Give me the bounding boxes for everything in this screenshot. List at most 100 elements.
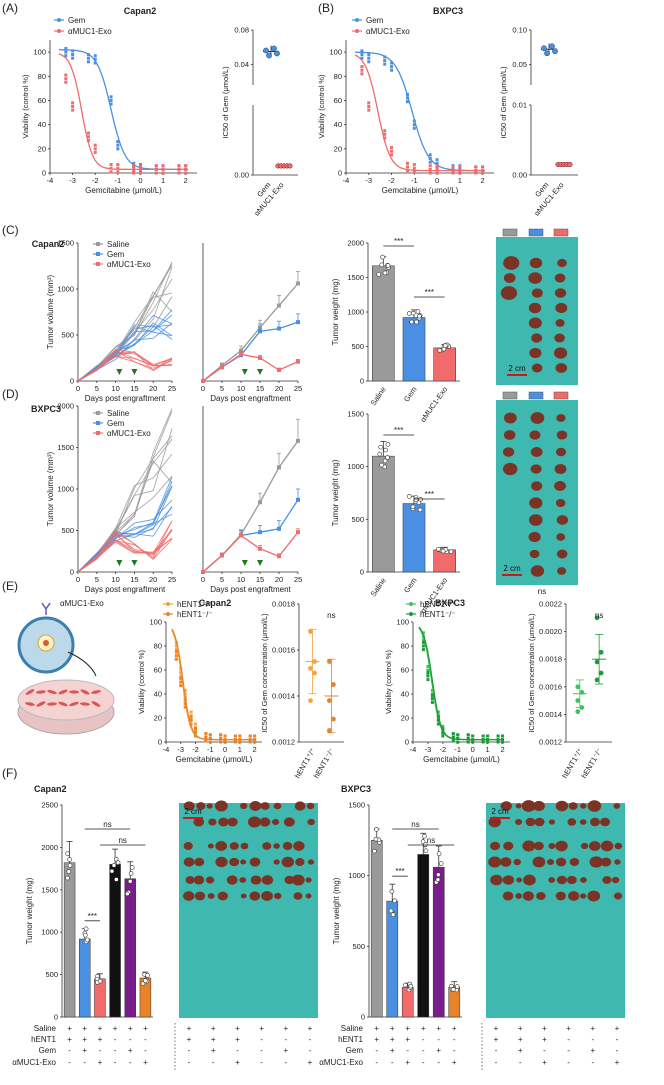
- treatment-mark: +: [518, 1035, 523, 1044]
- tumor-specimen: [536, 891, 546, 901]
- tumor-specimen: [528, 302, 542, 314]
- tumor-specimen: [249, 857, 261, 867]
- x-tick-label: -4: [163, 745, 170, 754]
- data-point: [405, 161, 409, 165]
- cancer-cell: [36, 701, 46, 707]
- tumor-specimen: [515, 893, 523, 899]
- ic50-point: [331, 716, 336, 722]
- data-point: [412, 163, 416, 167]
- data-point: [430, 700, 434, 704]
- y-tick-label: 1500: [57, 239, 74, 248]
- y-axis-label: IC50 of Gem (μmol/L): [221, 66, 230, 139]
- treatment-mark: -: [422, 1035, 425, 1044]
- treatment-mark: +: [308, 1024, 313, 1033]
- mean-line-αMUC1-Exo: [202, 531, 299, 573]
- x-tick-label: 5: [95, 575, 99, 584]
- x-axis-label: Days post engraftment: [210, 585, 291, 594]
- data-point: [204, 732, 208, 736]
- tumor-specimen: [557, 258, 567, 268]
- bar-data-point: [383, 447, 388, 453]
- legend-hent1-pos-label: hENT1⁺/⁺: [420, 600, 456, 609]
- y-tick-label: 0.05: [512, 60, 527, 69]
- ic50-point: [552, 48, 558, 55]
- bar-data-point: [377, 451, 383, 457]
- bar-data-point: [373, 836, 379, 842]
- tumor-specimen: [490, 841, 501, 851]
- data-point: [183, 688, 187, 692]
- data-point: [132, 164, 136, 168]
- tumor-specimen: [529, 497, 543, 509]
- bar-data-point: [435, 877, 441, 882]
- data-point: [360, 53, 364, 57]
- x-tick-label: 20: [149, 575, 157, 584]
- treatment-mark: +: [405, 1024, 410, 1033]
- treatment-mark: -: [83, 1058, 86, 1067]
- x-category-label: Gem: [402, 385, 419, 403]
- treatment-mark: +: [187, 1035, 192, 1044]
- bar-data-point: [385, 455, 390, 460]
- bar: [372, 265, 395, 382]
- tumor-specimen: [555, 840, 568, 852]
- bar-data-point: [66, 869, 72, 874]
- data-point: [179, 674, 183, 678]
- tumor-specimen: [307, 859, 315, 865]
- tumor-specimen: [530, 447, 543, 457]
- y-tick-label: 0.0012: [539, 738, 562, 747]
- sig-gem-exo-label: ***: [425, 288, 434, 297]
- x-tick-label: 20: [275, 384, 283, 393]
- mean-point: [296, 497, 300, 502]
- tumor-specimen: [183, 842, 193, 850]
- treatment-mark: +: [452, 1024, 457, 1033]
- tumor-specimen: [587, 890, 601, 902]
- y-tick-label: 100: [396, 618, 409, 627]
- bar-data-point: [380, 254, 385, 260]
- row-label-Saline: Saline: [341, 1024, 364, 1033]
- tumor-specimen: [515, 803, 522, 809]
- tumor-specimen: [259, 817, 271, 827]
- treatment-mark: -: [567, 1046, 570, 1055]
- x-tick-label: 25: [168, 575, 176, 584]
- bar-data-point: [385, 263, 391, 268]
- bar-data-point: [125, 891, 130, 897]
- data-point: [64, 73, 68, 77]
- data-point: [481, 165, 485, 169]
- bar-data-point: [454, 984, 460, 989]
- y-tick-label: 20: [401, 714, 409, 723]
- data-point: [405, 165, 409, 169]
- bar-data-point: [143, 978, 148, 984]
- tumor-specimen: [557, 567, 567, 575]
- fit-curve-hENT1+/+: [418, 627, 504, 741]
- tumor-specimen: [193, 817, 205, 827]
- sig-3-label: ns: [427, 836, 435, 845]
- tumor-specimen: [305, 893, 312, 899]
- significance-label-top: ns: [538, 587, 546, 596]
- ic50-point: [594, 615, 600, 621]
- legend-gem-label: Gem: [68, 16, 86, 25]
- treatment-mark: -: [437, 1035, 440, 1044]
- treatment-mark: +: [374, 1035, 379, 1044]
- y-tick-label: 0.0020: [539, 627, 562, 636]
- data-point: [71, 105, 75, 108]
- tumor-specimen: [503, 430, 516, 440]
- x-tick-label: 20: [149, 384, 157, 393]
- y-tick-label: 2000: [57, 402, 74, 411]
- tumor-specimen: [554, 480, 566, 492]
- data-point: [154, 164, 158, 168]
- tumor-specimen: [522, 891, 534, 901]
- tumor-specimen: [490, 874, 503, 886]
- bar: [417, 854, 430, 1018]
- tumor-specimen: [273, 892, 282, 900]
- treatment-mark: -: [375, 1046, 378, 1055]
- tumor-specimen: [215, 841, 228, 851]
- data-point: [426, 664, 430, 668]
- data-point: [435, 167, 439, 171]
- y-tick-label: 60: [154, 666, 162, 675]
- tumor-specimen: [502, 891, 514, 901]
- data-point: [426, 674, 430, 678]
- tumor-specimen: [529, 347, 542, 359]
- tumor-specimen: [185, 876, 195, 884]
- data-point: [161, 171, 165, 175]
- treatment-mark: +: [518, 1046, 523, 1055]
- data-point: [426, 678, 430, 682]
- sig-saline-gem-label: ***: [394, 426, 403, 435]
